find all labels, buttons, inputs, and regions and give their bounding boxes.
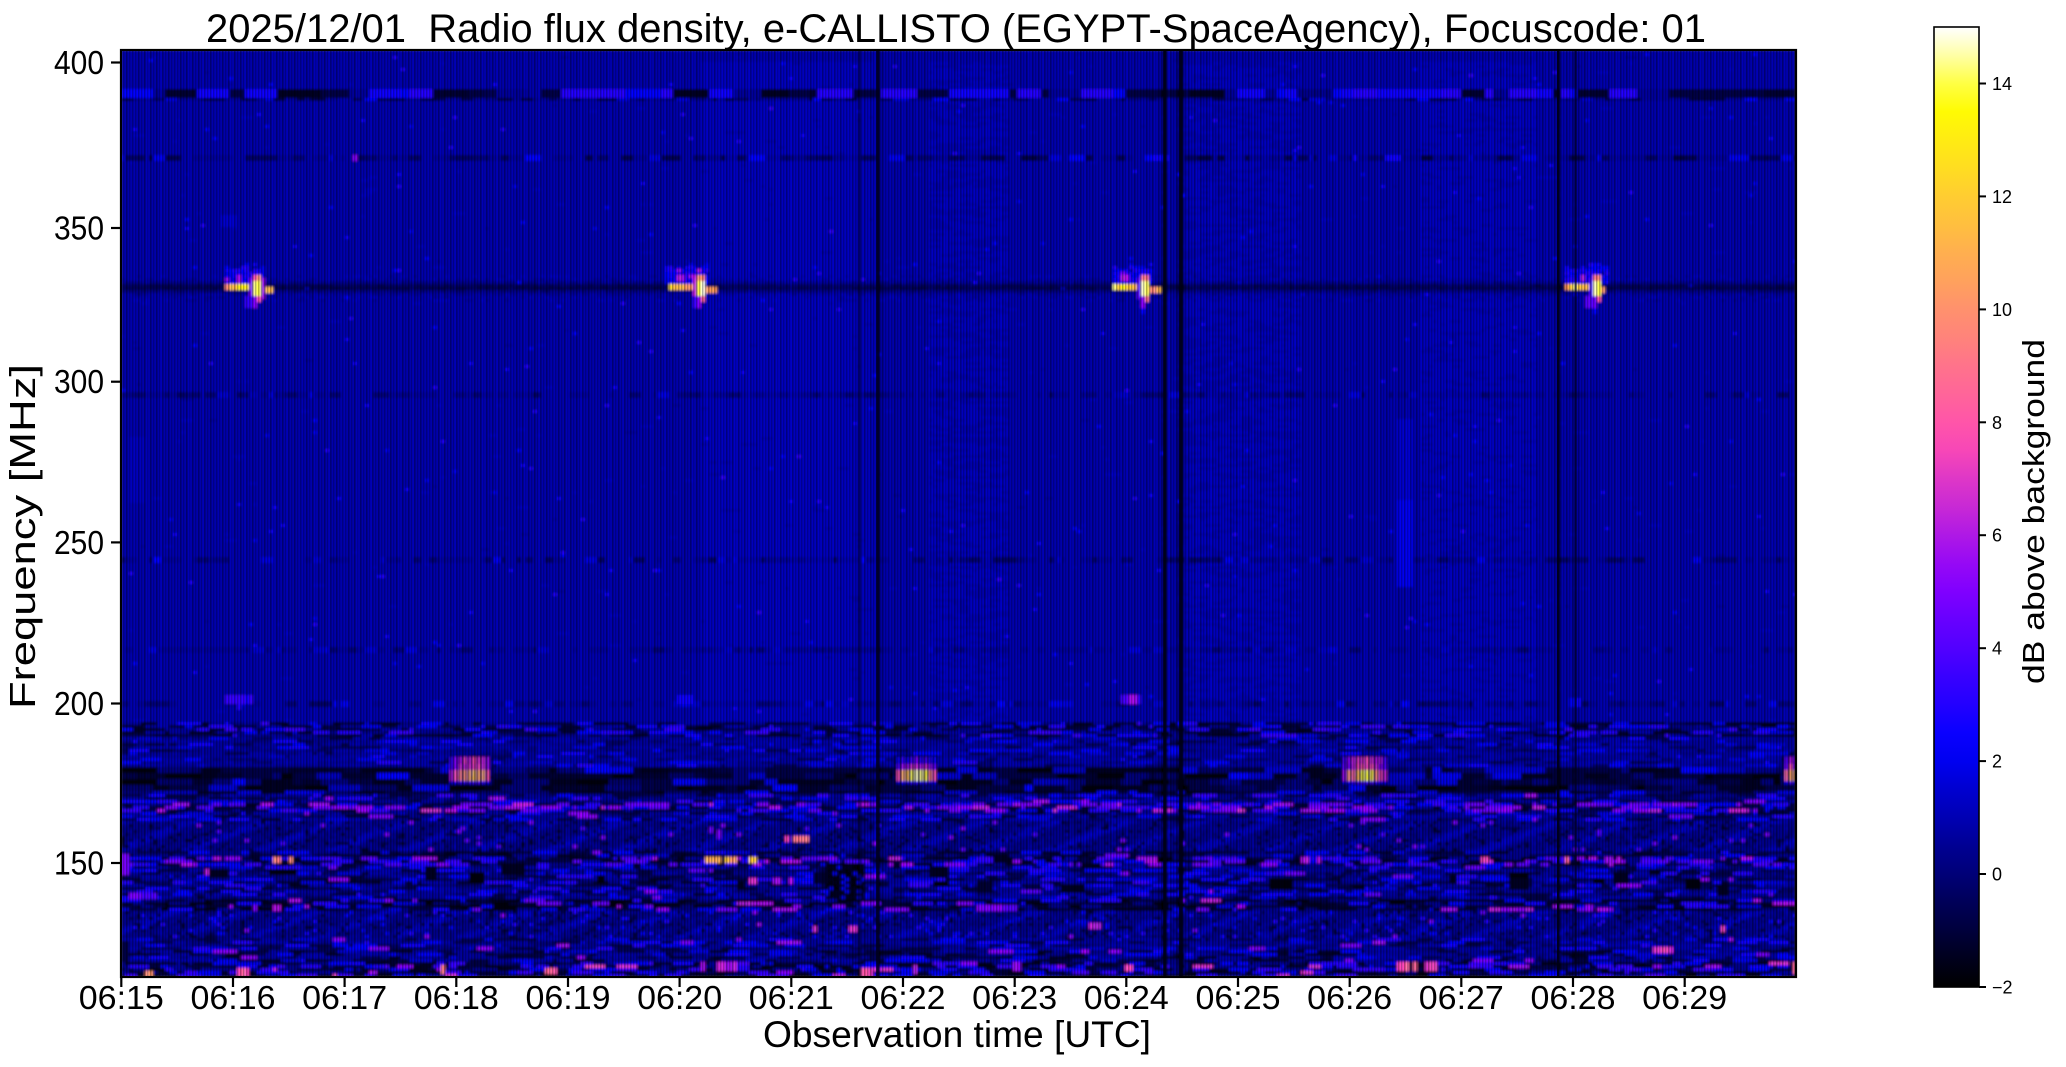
svg-text:400: 400: [54, 44, 104, 81]
svg-text:06:18: 06:18: [414, 979, 499, 1016]
svg-text:06:27: 06:27: [1419, 979, 1504, 1016]
svg-text:06:23: 06:23: [972, 979, 1057, 1016]
svg-text:06:24: 06:24: [1084, 979, 1169, 1016]
svg-text:06:15: 06:15: [79, 979, 164, 1016]
svg-text:2: 2: [1992, 752, 2002, 772]
svg-text:150: 150: [54, 845, 104, 882]
svg-text:6: 6: [1992, 526, 2002, 546]
svg-text:12: 12: [1992, 187, 2012, 207]
svg-text:06:19: 06:19: [526, 979, 611, 1016]
svg-text:250: 250: [54, 524, 104, 561]
svg-text:4: 4: [1992, 639, 2002, 659]
svg-text:06:20: 06:20: [637, 979, 722, 1016]
svg-text:14: 14: [1992, 74, 2012, 94]
svg-text:0: 0: [1992, 865, 2002, 885]
svg-text:dB above background: dB above background: [2016, 339, 2051, 684]
svg-text:350: 350: [54, 210, 104, 247]
svg-text:06:16: 06:16: [191, 979, 276, 1016]
svg-text:06:25: 06:25: [1196, 979, 1281, 1016]
svg-text:06:26: 06:26: [1307, 979, 1392, 1016]
svg-text:Frequency [MHz]: Frequency [MHz]: [2, 364, 43, 709]
svg-text:Observation time [UTC]: Observation time [UTC]: [763, 1014, 1151, 1055]
svg-text:06:22: 06:22: [861, 979, 946, 1016]
svg-text:200: 200: [54, 685, 104, 722]
svg-text:2025/12/01 Radio flux density: 2025/12/01 Radio flux density, e-CALLIST…: [206, 7, 1706, 51]
svg-text:10: 10: [1992, 300, 2012, 320]
svg-text:06:21: 06:21: [749, 979, 834, 1016]
svg-text:8: 8: [1992, 413, 2002, 433]
svg-text:06:17: 06:17: [302, 979, 387, 1016]
svg-text:06:28: 06:28: [1531, 979, 1616, 1016]
svg-text:300: 300: [54, 363, 104, 400]
svg-text:−2: −2: [1992, 978, 2013, 998]
svg-text:06:29: 06:29: [1642, 979, 1727, 1016]
